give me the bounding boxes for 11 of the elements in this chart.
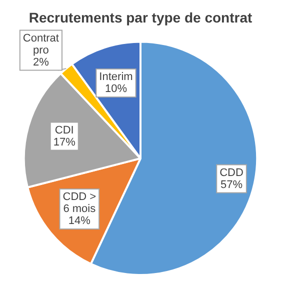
data-label: 2% xyxy=(32,56,50,68)
data-label: 14% xyxy=(68,214,91,227)
data-label: 10% xyxy=(104,83,128,96)
slice-label: Contrat pro xyxy=(22,32,59,56)
chart-title: Recrutements par type de contrat xyxy=(28,9,252,26)
slice-label: CDD > 6 mois xyxy=(62,190,96,215)
slice-label: CDI xyxy=(54,124,74,136)
data-label: 17% xyxy=(53,136,76,148)
slice-label: Interim xyxy=(99,71,133,84)
data-label: 57% xyxy=(220,178,243,191)
slice-label: CDD xyxy=(220,166,244,179)
